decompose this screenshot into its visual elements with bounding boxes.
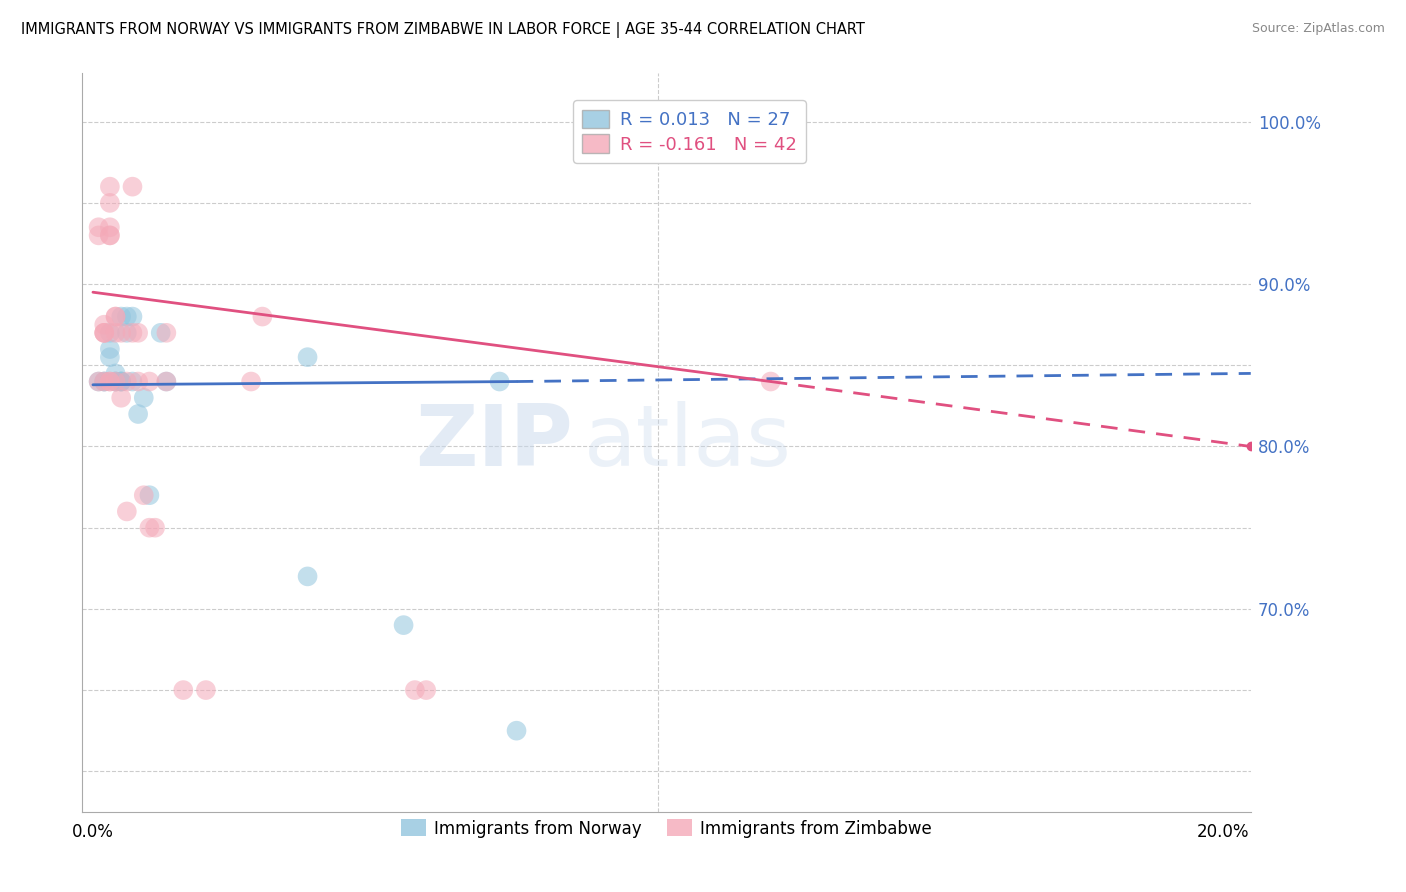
- Point: [127, 375, 149, 389]
- Point: [93, 375, 115, 389]
- Point: [98, 228, 121, 243]
- Point: [138, 488, 160, 502]
- Point: [87, 375, 110, 389]
- Point: [93, 326, 115, 340]
- Point: [93, 318, 115, 332]
- Point: [110, 375, 132, 389]
- Point: [132, 488, 155, 502]
- Point: [297, 569, 319, 583]
- Point: [759, 114, 782, 128]
- Point: [110, 375, 132, 389]
- Point: [98, 195, 121, 210]
- Point: [155, 326, 177, 340]
- Point: [149, 326, 172, 340]
- Point: [104, 367, 127, 381]
- Point: [127, 407, 149, 421]
- Point: [87, 375, 110, 389]
- Point: [93, 326, 115, 340]
- Point: [110, 310, 132, 324]
- Point: [115, 326, 138, 340]
- Point: [110, 326, 132, 340]
- Legend: Immigrants from Norway, Immigrants from Zimbabwe: Immigrants from Norway, Immigrants from …: [394, 813, 938, 844]
- Point: [104, 375, 127, 389]
- Text: atlas: atlas: [585, 401, 793, 484]
- Point: [87, 228, 110, 243]
- Point: [252, 310, 274, 324]
- Point: [104, 310, 127, 324]
- Point: [759, 375, 782, 389]
- Text: IMMIGRANTS FROM NORWAY VS IMMIGRANTS FROM ZIMBABWE IN LABOR FORCE | AGE 35-44 CO: IMMIGRANTS FROM NORWAY VS IMMIGRANTS FRO…: [21, 22, 865, 38]
- Point: [505, 723, 527, 738]
- Point: [115, 375, 138, 389]
- Point: [132, 391, 155, 405]
- Point: [93, 375, 115, 389]
- Point: [121, 310, 143, 324]
- Point: [759, 114, 782, 128]
- Point: [93, 326, 115, 340]
- Point: [115, 504, 138, 518]
- Point: [98, 350, 121, 364]
- Point: [121, 326, 143, 340]
- Point: [240, 375, 263, 389]
- Point: [404, 683, 426, 698]
- Point: [104, 326, 127, 340]
- Point: [87, 220, 110, 235]
- Point: [104, 310, 127, 324]
- Point: [115, 310, 138, 324]
- Point: [104, 375, 127, 389]
- Point: [98, 375, 121, 389]
- Point: [194, 683, 217, 698]
- Point: [110, 391, 132, 405]
- Point: [104, 375, 127, 389]
- Point: [172, 683, 194, 698]
- Point: [488, 375, 510, 389]
- Point: [98, 228, 121, 243]
- Point: [98, 179, 121, 194]
- Point: [127, 326, 149, 340]
- Text: Source: ZipAtlas.com: Source: ZipAtlas.com: [1251, 22, 1385, 36]
- Point: [297, 350, 319, 364]
- Point: [155, 375, 177, 389]
- Text: ZIP: ZIP: [415, 401, 572, 484]
- Point: [392, 618, 415, 632]
- Point: [110, 375, 132, 389]
- Point: [98, 220, 121, 235]
- Point: [138, 521, 160, 535]
- Point: [155, 375, 177, 389]
- Point: [121, 179, 143, 194]
- Point: [93, 375, 115, 389]
- Point: [98, 375, 121, 389]
- Point: [415, 683, 437, 698]
- Point: [138, 375, 160, 389]
- Point: [98, 326, 121, 340]
- Point: [121, 375, 143, 389]
- Point: [98, 342, 121, 356]
- Point: [143, 521, 166, 535]
